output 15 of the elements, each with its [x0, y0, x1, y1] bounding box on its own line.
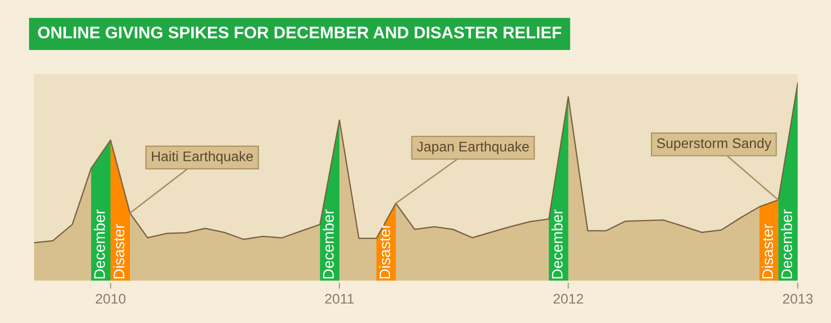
annotation: Haiti Earthquake [152, 151, 253, 164]
band-label: December [551, 209, 563, 278]
x-tick-label: 2013 [783, 294, 813, 304]
band-label: Disaster [762, 224, 774, 278]
x-tick-label: 2012 [554, 294, 584, 304]
x-tick-label: 2011 [325, 294, 354, 304]
band-label: December [322, 209, 334, 278]
annotation: Superstorm Sandy [656, 138, 772, 151]
band-label: Disaster [379, 224, 390, 278]
chart-title: ONLINE GIVING SPIKES FOR DECEMBER AND DISASTER RELIEF [38, 26, 562, 38]
annotation: Japan Earthquake [416, 141, 529, 154]
band-label: December [94, 209, 105, 278]
band-label: Disaster [113, 224, 124, 278]
band-label: December [780, 209, 792, 278]
x-tick-label: 2010 [96, 294, 126, 304]
